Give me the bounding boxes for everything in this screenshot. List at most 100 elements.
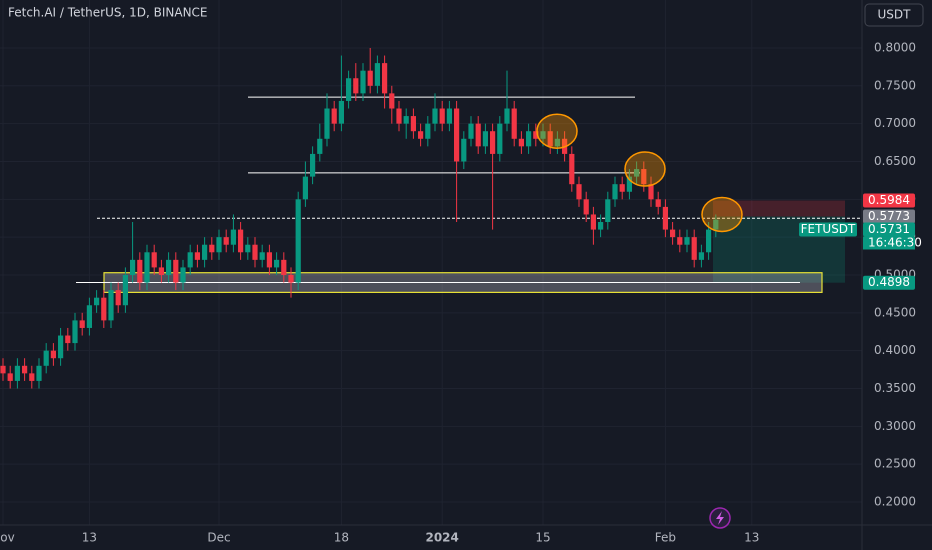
candle-body: [317, 138, 323, 154]
candle-body: [65, 335, 71, 344]
candle-body: [382, 63, 388, 94]
candle-body: [194, 252, 200, 260]
symbol-label: FETUSDT: [801, 222, 856, 236]
candle-body: [446, 108, 452, 124]
candle-body: [670, 229, 676, 238]
candle-body: [598, 222, 604, 230]
candle-body: [590, 214, 596, 230]
candle-body: [94, 297, 100, 306]
candle-body: [29, 373, 35, 381]
candle-body: [439, 108, 445, 124]
candle-body: [58, 335, 64, 359]
candle-body: [698, 252, 704, 260]
candle-body: [346, 78, 352, 101]
candle-body: [475, 123, 481, 147]
x-tick-label: Feb: [655, 531, 676, 545]
y-tick-label: 0.2000: [874, 494, 916, 508]
candle-body: [0, 365, 6, 374]
y-tick-label: 0.4500: [874, 305, 916, 319]
candle-body: [605, 199, 611, 223]
x-tick-label: 13: [744, 531, 759, 545]
x-tick-label: Nov: [0, 531, 15, 545]
candle-body: [374, 63, 380, 86]
candle-body: [115, 290, 121, 306]
candle-body: [497, 123, 503, 154]
candle-body: [331, 108, 337, 124]
candle-body: [187, 252, 193, 268]
candle-body: [511, 108, 517, 139]
candle-body: [684, 237, 690, 245]
candle-body: [202, 244, 208, 260]
x-tick-label: Dec: [207, 531, 230, 545]
y-tick-label: 0.2500: [874, 457, 916, 471]
candle-body: [86, 305, 92, 328]
highlight-circle: [624, 151, 666, 187]
candle-body: [367, 70, 373, 86]
y-tick-label: 0.8000: [874, 40, 916, 54]
candle-body: [504, 108, 510, 124]
y-tick-label: 0.3500: [874, 381, 916, 395]
candle-body: [554, 138, 560, 147]
candle-body: [533, 131, 539, 139]
candle-body: [281, 259, 287, 275]
candle-body: [14, 365, 20, 381]
price-label: 0.5773: [868, 209, 910, 223]
candle-body: [310, 153, 316, 177]
y-tick-label: 0.6500: [874, 154, 916, 168]
candle-body: [144, 252, 150, 283]
candle-body: [583, 199, 589, 215]
candle-body: [662, 206, 668, 230]
price-label-box: [863, 209, 915, 224]
candle-body: [130, 259, 136, 275]
candle-body: [274, 259, 280, 268]
candle-body: [454, 108, 460, 162]
candle-body: [79, 320, 85, 328]
candle-body: [526, 131, 532, 147]
candle-body: [490, 131, 496, 154]
candle-body: [655, 199, 661, 207]
candle-body: [360, 70, 366, 94]
lightning-icon[interactable]: [709, 507, 731, 529]
y-tick-label: 0.4000: [874, 343, 916, 357]
stop-zone: [713, 200, 845, 217]
candle-body: [648, 184, 654, 200]
candle-body: [569, 153, 575, 185]
price-label: 0.5731: [868, 222, 910, 236]
candle-body: [425, 123, 431, 139]
candle-body: [418, 131, 424, 139]
candle-body: [324, 108, 330, 139]
x-tick-label: 18: [334, 531, 349, 545]
plot: [0, 47, 860, 389]
candle-body: [245, 244, 251, 253]
x-tick-label: 2024: [425, 531, 458, 545]
candle-body: [122, 274, 128, 306]
candle-body: [72, 320, 78, 344]
candle-body: [612, 184, 618, 200]
candle-body: [468, 123, 474, 139]
candle-body: [7, 373, 13, 381]
candle-body: [713, 219, 719, 230]
price-label: 0.4898: [868, 275, 910, 289]
chart-title: Fetch.AI / TetherUS, 1D, BINANCE: [8, 6, 208, 20]
candle-body: [36, 365, 42, 381]
price-label-box: [863, 193, 915, 208]
candle-body: [403, 116, 409, 124]
candle-body: [461, 138, 467, 162]
currency-button[interactable]: [864, 3, 924, 27]
candle-body: [288, 274, 294, 283]
highlight-circle: [536, 113, 578, 149]
candle-body: [576, 184, 582, 200]
candle-body: [432, 108, 438, 124]
candle-body: [540, 131, 546, 139]
candle-body: [43, 350, 49, 366]
price-label: 0.5984: [868, 193, 910, 207]
candle-body: [137, 259, 143, 283]
candle-body: [410, 116, 416, 132]
candle-body: [259, 252, 265, 260]
candle-body: [266, 252, 272, 268]
currency[interactable]: USDT: [878, 8, 912, 22]
symbol-box: [799, 222, 857, 237]
x-tick-label: 15: [535, 531, 550, 545]
candle-body: [353, 78, 359, 94]
